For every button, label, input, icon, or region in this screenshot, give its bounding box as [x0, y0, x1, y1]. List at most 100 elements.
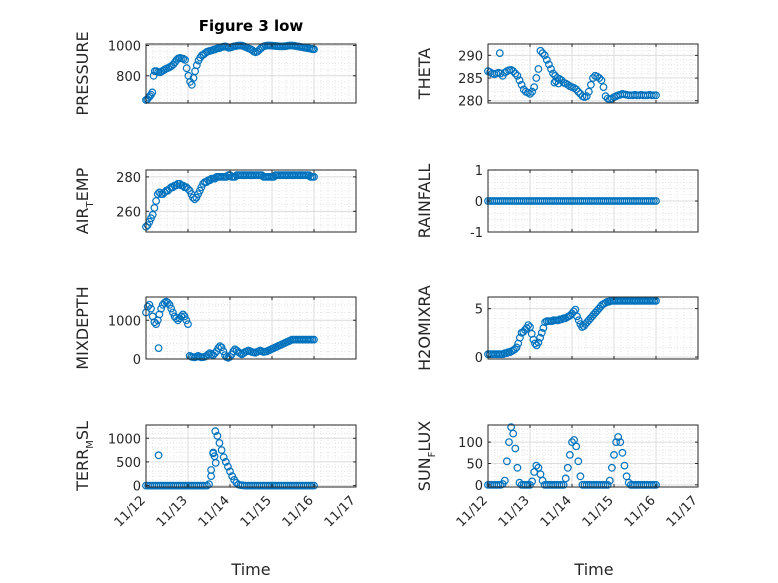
x-tick-label: 11/16	[622, 493, 659, 530]
y-axis-label-main: TERR	[73, 449, 92, 492]
data-point	[223, 462, 232, 471]
y-axis-label: THETA	[415, 48, 434, 100]
x-tick-label: 11/13	[496, 493, 533, 530]
data-point	[521, 481, 530, 489]
data-point	[532, 74, 541, 82]
data-point	[168, 308, 177, 317]
y-tick-label: 0	[475, 479, 483, 494]
subplot-air_temp: 260 280 AIRTEMP	[73, 167, 357, 234]
data-point	[226, 467, 234, 476]
minor-grid	[488, 425, 698, 487]
y-tick-label: 0	[475, 195, 483, 210]
subplot-sun_flux: 0 50 100 11/12 11/13 11/14 11/15 11/16 11/17 SUNF…	[415, 421, 701, 531]
data-point	[157, 304, 166, 313]
data-point	[517, 80, 526, 89]
x-tick-label: 11/12	[112, 493, 149, 530]
data-point	[536, 333, 544, 342]
data-point	[182, 64, 191, 73]
axes-box	[487, 43, 699, 104]
x-tick-label: 11/12	[454, 493, 491, 530]
subplot-rainfall: -1 0 1 RAINFALL	[415, 164, 699, 241]
data-point	[505, 438, 513, 447]
axes-box	[145, 296, 357, 360]
axes-box	[145, 43, 357, 104]
data-point	[608, 463, 616, 472]
axes-box	[145, 424, 357, 488]
x-tick-label: 11/16	[280, 493, 317, 530]
y-tick-label: 290	[458, 49, 483, 64]
y-tick-label: 0	[475, 351, 483, 366]
data-point	[232, 478, 241, 487]
data-point	[555, 481, 564, 489]
y-tick-label: 1000	[108, 314, 141, 329]
data-point	[226, 352, 234, 361]
data-point	[154, 344, 163, 353]
data-point	[618, 448, 627, 457]
y-axis-label-main: PRESSURE	[73, 31, 92, 115]
data-point	[152, 320, 161, 329]
data-point	[182, 316, 191, 325]
subplot-mixdepth: 0 1000 MIXDEPTH	[73, 286, 357, 370]
y-tick-label: 285	[458, 72, 483, 87]
data-series-h2omixra	[484, 297, 660, 359]
data-point	[612, 438, 620, 447]
data-point	[192, 61, 201, 70]
data-point	[601, 481, 610, 489]
data-point	[177, 312, 186, 321]
y-tick-label: 0	[133, 480, 141, 495]
data-point	[179, 54, 188, 63]
data-point	[614, 433, 623, 441]
data-point	[554, 316, 563, 325]
data-point	[180, 312, 189, 321]
data-series-sun_flux	[484, 423, 660, 489]
data-point	[215, 439, 224, 447]
data-point	[616, 438, 625, 447]
y-axis-label: RAINFALL	[415, 164, 434, 239]
data-point	[599, 481, 608, 489]
data-point	[572, 85, 581, 94]
data-point	[537, 328, 546, 337]
data-point	[652, 197, 660, 205]
data-point	[515, 76, 524, 85]
data-point	[534, 65, 543, 73]
data-point	[554, 79, 563, 88]
data-point	[568, 438, 576, 447]
data-point	[172, 314, 181, 323]
data-point	[534, 338, 543, 347]
x-tick-label: 11/15	[238, 493, 275, 530]
subplot-theta: 280 285 290 THETA	[415, 43, 699, 110]
data-point	[228, 472, 237, 481]
data-point	[310, 172, 318, 181]
data-point	[148, 88, 157, 97]
data-point	[574, 457, 583, 466]
subplot-terr_msl: 0 500 1000 11/12 11/13 11/14 11/15 11/16 11/17 TE…	[73, 421, 359, 530]
data-point	[219, 347, 228, 356]
x-tick-label: 11/15	[580, 493, 617, 530]
data-point	[494, 481, 503, 489]
y-tick-label: 260	[116, 205, 141, 220]
x-tick-label: 11/17	[664, 493, 701, 530]
data-point	[566, 451, 574, 459]
data-point	[532, 461, 541, 470]
data-point	[181, 56, 190, 64]
data-point	[550, 78, 559, 87]
data-point	[213, 432, 222, 440]
data-point	[511, 345, 519, 354]
data-point	[150, 203, 159, 212]
y-tick-label: -1	[470, 226, 483, 241]
data-point	[310, 335, 318, 344]
data-series-rainfall	[484, 197, 660, 205]
data-point	[513, 71, 522, 80]
data-point	[167, 304, 176, 313]
data-point	[530, 83, 539, 91]
y-tick-label: 0	[133, 353, 141, 368]
subplot-h2omixra: 0 5 H2OMIXRA	[415, 285, 699, 371]
data-point	[542, 56, 551, 64]
data-point	[211, 427, 220, 436]
y-axis-label: SUNFLUX	[415, 421, 438, 491]
x-tick-label: 11/17	[322, 493, 359, 530]
data-point	[163, 298, 172, 307]
data-point	[572, 442, 581, 451]
